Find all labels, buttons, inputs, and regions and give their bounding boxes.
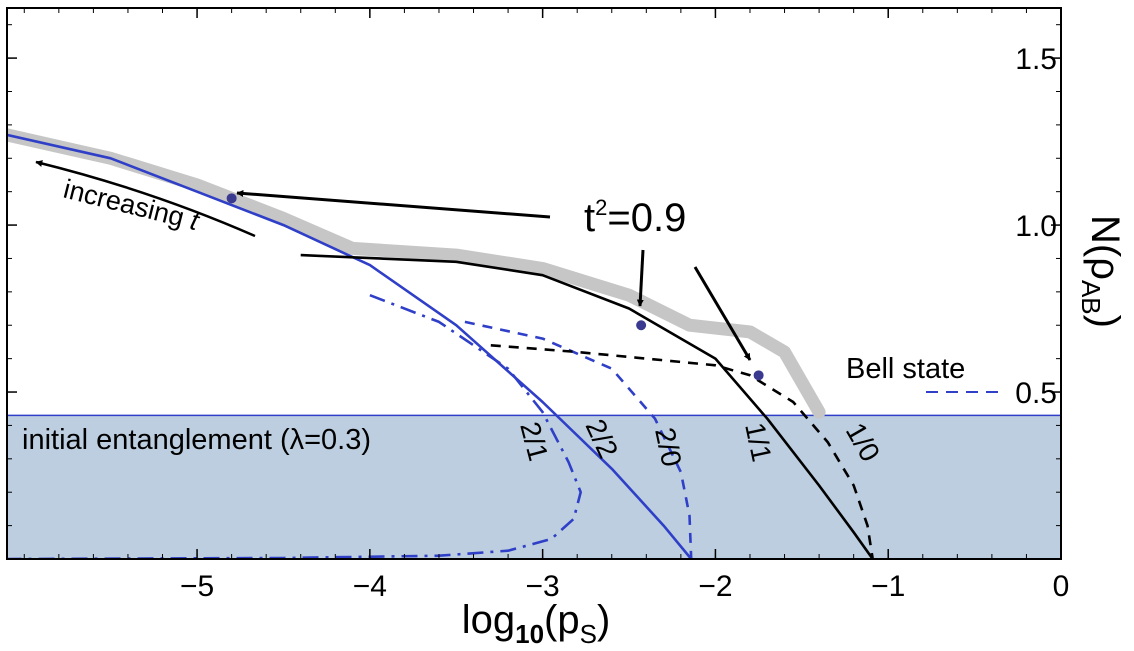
y-tick-label: 1.5 [1015, 43, 1057, 76]
t-squared-superscript: 2 [595, 195, 607, 220]
x-tick-label: −5 [180, 570, 214, 603]
plot-frame [6, 7, 1062, 560]
increasing-t-arrow [35, 160, 256, 238]
y-tick-label: 0.5 [1015, 377, 1057, 410]
x-tick-label: 0 [1053, 570, 1070, 603]
arrow-to-black-point [636, 249, 645, 307]
series-line-2-0 [464, 320, 693, 559]
series-line-2-2 [7, 133, 693, 559]
y-tick-label: 1.0 [1015, 210, 1057, 243]
legend-label: Bell state [846, 353, 965, 385]
x-tick-label: −1 [871, 570, 905, 603]
t-squared-annotation: t2=0.9 [584, 195, 686, 240]
arrow-to-blue-point [236, 189, 551, 219]
marker-point-2 [636, 320, 647, 331]
series-line-1-0 [490, 344, 874, 559]
y-axis-label: N(ρAB) [1076, 215, 1127, 328]
marker-group [226, 193, 764, 381]
x-axis-ticks: −5 −4 −3 −2 −1 0 [23, 8, 1070, 603]
marker-point-1 [226, 193, 237, 204]
plot-lines [7, 128, 874, 559]
y-axis-ticks: 0.5 1.0 1.5 [7, 24, 1061, 527]
legend: Bell state [846, 353, 1000, 393]
annotation-arrows [236, 189, 752, 361]
series-line-1-1 [300, 253, 874, 559]
region-label: initial entanglement (λ=0.3) [22, 424, 371, 456]
optimal-envelope-line [7, 128, 826, 419]
initial-entanglement-region [7, 415, 1061, 559]
x-tick-label: −3 [526, 570, 560, 603]
marker-point-3 [753, 370, 764, 381]
x-axis-label: log10(pS) [462, 598, 611, 649]
x-tick-label: −2 [698, 570, 732, 603]
arrow-to-dashed-point [693, 266, 752, 361]
x-tick-label: −4 [353, 570, 387, 603]
